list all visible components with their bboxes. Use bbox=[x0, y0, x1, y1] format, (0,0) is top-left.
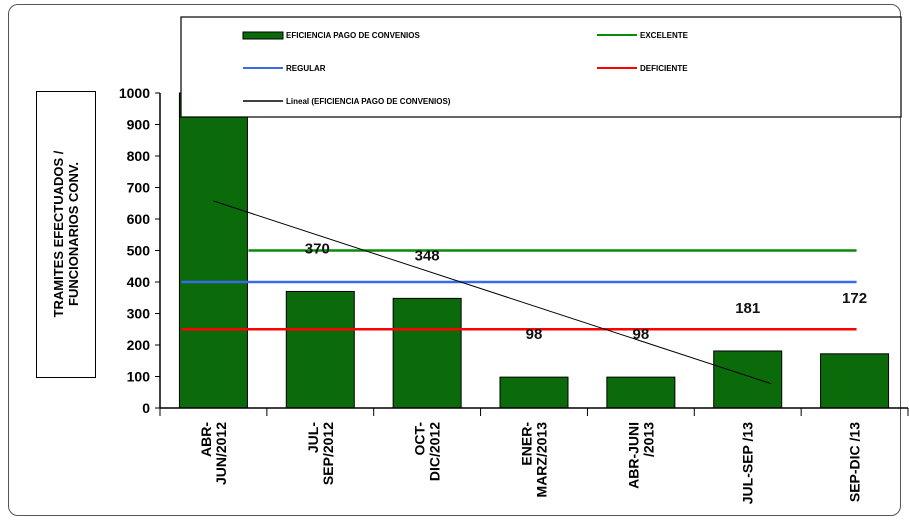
data-label-6: 172 bbox=[842, 290, 867, 307]
legend-label-1: EXCELENTE bbox=[640, 31, 689, 40]
x-category-label-line: MARZ/2013 bbox=[534, 422, 550, 498]
bar-5 bbox=[713, 350, 783, 409]
bar-0 bbox=[178, 92, 248, 409]
x-category-label-line: DIC/2012 bbox=[427, 422, 443, 481]
x-category-label-line: ABR- bbox=[198, 422, 214, 457]
y-tick-label-5: 500 bbox=[127, 243, 151, 259]
y-tick-label-0: 0 bbox=[142, 400, 150, 416]
data-label-4: 98 bbox=[633, 326, 650, 343]
x-category-label-line: JUL- bbox=[305, 422, 321, 453]
data-label-2: 348 bbox=[415, 247, 440, 264]
bar-4 bbox=[606, 376, 676, 409]
x-category-label-1: JUL- SEP/2012 bbox=[305, 422, 336, 485]
x-category-label-line: SEP/2012 bbox=[320, 422, 336, 485]
legend-box bbox=[180, 16, 902, 118]
y-tick-label-6: 600 bbox=[127, 211, 151, 227]
bar-3 bbox=[499, 376, 569, 409]
legend-label-2: REGULAR bbox=[286, 64, 326, 73]
data-label-5: 181 bbox=[735, 300, 760, 317]
data-label-1: 370 bbox=[305, 240, 330, 257]
x-category-label-line: /2013 bbox=[640, 422, 656, 457]
trend-line bbox=[213, 200, 772, 385]
x-category-label-5: JUL-SEP /13 bbox=[740, 422, 756, 504]
legend-label-4: Lineal (EFICIENCIA PAGO DE CONVENIOS) bbox=[286, 97, 451, 106]
y-axis-label-box bbox=[36, 91, 96, 378]
x-category-label-2: OCT- DIC/2012 bbox=[412, 422, 443, 481]
y-tick-label-4: 400 bbox=[127, 274, 151, 290]
x-category-label-line: SEP-DIC /13 bbox=[847, 422, 863, 502]
x-category-label-line: JUL-SEP /13 bbox=[740, 422, 756, 504]
x-category-label-3: ENER- MARZ/2013 bbox=[519, 422, 550, 498]
x-category-label-line: JUN/2012 bbox=[213, 422, 229, 485]
x-category-label-6: SEP-DIC /13 bbox=[847, 422, 863, 502]
legend-label-3: DEFICIENTE bbox=[640, 64, 688, 73]
x-category-label-4: ABR-JUNI/2013 bbox=[625, 422, 656, 489]
bar-6 bbox=[820, 353, 890, 409]
y-tick-label-7: 700 bbox=[127, 180, 151, 196]
x-category-label-0: ABR- JUN/2012 bbox=[198, 422, 229, 485]
y-tick-label-1: 100 bbox=[127, 369, 151, 385]
x-category-label-line: ENER- bbox=[519, 422, 535, 466]
y-tick-label-2: 200 bbox=[127, 337, 151, 353]
x-category-label-line: ABR-JUNI bbox=[625, 422, 641, 489]
bar-1 bbox=[285, 290, 355, 409]
x-category-label-line: OCT- bbox=[412, 422, 428, 456]
legend-swatch-0 bbox=[242, 31, 284, 40]
y-tick-label-9: 900 bbox=[127, 117, 151, 133]
y-tick-label-10: 1000 bbox=[119, 85, 150, 101]
bar-2 bbox=[392, 297, 462, 409]
data-label-3: 98 bbox=[526, 326, 543, 343]
y-tick-label-8: 800 bbox=[127, 148, 151, 164]
y-tick-label-3: 300 bbox=[127, 306, 151, 322]
legend-label-0: EFICIENCIA PAGO DE CONVENIOS bbox=[286, 31, 420, 40]
